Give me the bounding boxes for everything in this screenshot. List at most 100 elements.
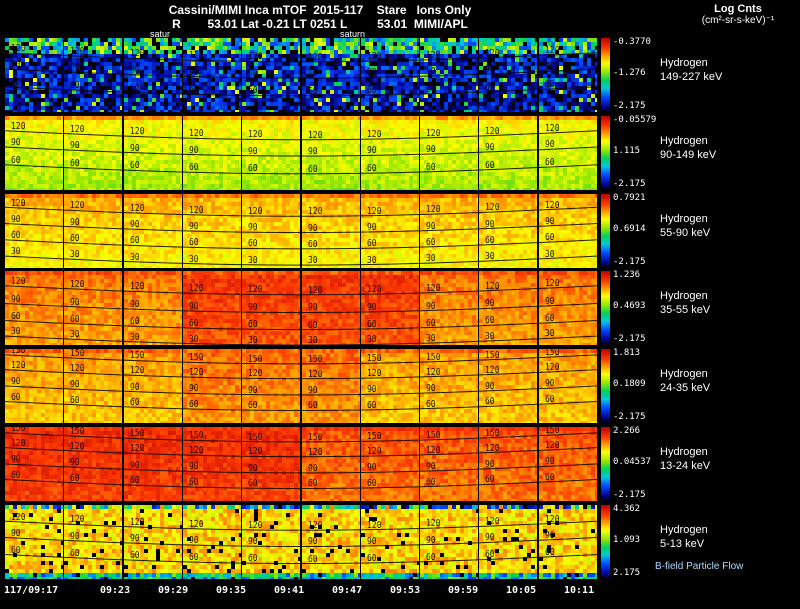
heatmap-tile	[360, 504, 419, 579]
time-tick-label: 09:53	[390, 585, 421, 596]
heatmap-tile	[479, 427, 538, 501]
heatmap-tile	[301, 193, 360, 268]
saturn-marker-2: saturn	[340, 29, 366, 39]
heatmap-tile	[182, 504, 241, 579]
panel-species-label: Hydrogen	[660, 57, 708, 69]
heatmap-tile	[301, 271, 360, 346]
heatmap-tile	[420, 427, 479, 501]
heatmap-tile	[182, 349, 241, 424]
colorbar	[601, 271, 610, 346]
heatmap-tile	[479, 504, 538, 579]
heatmap-tile	[538, 115, 597, 190]
heatmap-tile	[360, 38, 419, 112]
heatmap-tile	[123, 38, 182, 112]
panel-energy-label: 5-13 keV	[660, 537, 705, 550]
heatmap-tile	[538, 504, 597, 579]
panel-row-0: -0.3770 -1.276 -2.175 Hydrogen 149-227 keV	[0, 37, 800, 112]
colorbar-tick-cb_min: -2.175	[613, 256, 646, 267]
heatmap-tile	[242, 504, 301, 579]
heatmap-tile	[182, 193, 241, 268]
time-tick-label: 09:59	[448, 585, 479, 596]
heatmap-tile	[301, 115, 360, 190]
panel-energy-label: 13-24 keV	[660, 460, 711, 472]
time-tick-label: 10:11	[564, 585, 595, 596]
saturn-marker-1: satur	[150, 29, 171, 39]
colorbar-tick-cb_max: 1.236	[613, 270, 641, 281]
heatmap-tile	[64, 504, 123, 579]
heatmap-tile	[360, 349, 419, 424]
colorbar-tick-cb_min: -2.175	[613, 101, 646, 111]
colorbar-tick-cb_mid: 0.6914	[613, 223, 646, 234]
time-tick-label: 09:29	[158, 585, 189, 596]
heatmap-tile	[182, 271, 241, 346]
heatmap-tile	[64, 427, 123, 501]
heatmap-tile	[64, 193, 123, 268]
heatmap-tile	[5, 38, 63, 112]
heatmap-tile	[123, 115, 182, 190]
panel-species-label: Hydrogen	[660, 523, 708, 536]
heatmap-tile	[182, 427, 241, 501]
heatmap-tile	[64, 271, 123, 346]
bfield-particle-flow-label: B-field Particle Flow	[655, 560, 744, 572]
colorbar-tick-cb_mid: -1.276	[613, 68, 646, 78]
colorbar-tick-cb_mid: 1.093	[613, 534, 641, 545]
heatmap-tile	[242, 193, 301, 268]
panel-species-label: Hydrogen	[660, 290, 708, 303]
heatmap-tile	[479, 38, 538, 112]
heatmap-tile	[5, 349, 63, 424]
heatmap-tile	[5, 193, 63, 268]
panel-species-label: Hydrogen	[660, 368, 708, 381]
panel-row-2: 0.7921 0.6914 -2.175 Hydrogen 55-90 keV	[0, 193, 800, 268]
colorbar-tick-cb_max: 4.362	[613, 503, 641, 514]
panel-row-6: 4.362 1.093 2.175 Hydrogen 5-13 keV B-field P…	[0, 503, 800, 579]
heatmap-tile	[538, 427, 597, 501]
heatmap-tile	[301, 38, 360, 112]
colorbar	[601, 349, 610, 424]
panel-row-4: 1.813 0.1809 -2.175 Hydrogen 24-35 keV	[0, 348, 800, 424]
log-cnts-label: Log Cnts	[714, 3, 762, 15]
heatmap-tile	[242, 38, 301, 112]
heatmap-tile	[242, 349, 301, 424]
colorbar	[601, 427, 610, 501]
log-units-line2: (cm²-sr-s-keV)⁻¹	[701, 15, 775, 26]
colorbar-tick-cb_max: 1.813	[613, 348, 641, 359]
panel-energy-label: 55-90 keV	[660, 226, 711, 239]
colorbar-tick-cb_max: -0.3770	[613, 37, 651, 47]
heatmap-tile	[420, 504, 479, 579]
heatmap-tile	[479, 271, 538, 346]
heatmap-tile	[242, 271, 301, 346]
heatmap-tile	[479, 193, 538, 268]
panel-species-label: Hydrogen	[660, 212, 708, 225]
panel-species-label: Hydrogen	[660, 446, 708, 458]
time-tick-label: 10:05	[506, 585, 537, 596]
heatmap-tile	[123, 271, 182, 346]
panel-row-1: -0.05579 1.115 -2.175 Hydrogen 90-149 keV	[0, 115, 800, 190]
heatmap-tile	[479, 115, 538, 190]
time-tick-label: 117/09:17	[4, 585, 59, 596]
colorbar-tick-cb_min: -2.175	[613, 178, 646, 189]
time-tick-label: 09:41	[274, 585, 305, 596]
page-subtitle: R 53.01 Lat -0.21 LT 0251 L 53.01 MIMI/A…	[172, 17, 468, 31]
heatmap-tile	[301, 427, 360, 501]
heatmap-tile	[123, 349, 182, 424]
heatmap-tile	[5, 504, 63, 579]
colorbar-tick-cb_mid: 0.04537	[613, 457, 651, 467]
heatmap-tile	[123, 193, 182, 268]
heatmap-tile	[538, 271, 597, 346]
heatmap-tile	[242, 115, 301, 190]
colorbar-tick-cb_mid: 1.115	[613, 145, 641, 156]
panel-energy-label: 90-149 keV	[660, 148, 717, 161]
colorbar	[601, 193, 610, 268]
colorbar-units-label: Log Cnts (cm²-sr-s-keV)⁻¹	[678, 3, 798, 26]
panel-energy-label: 149-227 keV	[660, 71, 723, 83]
colorbar-tick-cb_mid: 0.1809	[613, 379, 646, 390]
heatmap-tile	[5, 271, 63, 346]
heatmap-tile	[420, 349, 479, 424]
panel-row-3: 1.236 0.4693 -2.175 Hydrogen 35-55 keV	[0, 270, 800, 346]
colorbar	[601, 38, 610, 112]
heatmap-tile	[420, 38, 479, 112]
panel-energy-label: 35-55 keV	[660, 304, 711, 317]
heatmap-tile	[182, 38, 241, 112]
colorbar	[601, 115, 610, 190]
